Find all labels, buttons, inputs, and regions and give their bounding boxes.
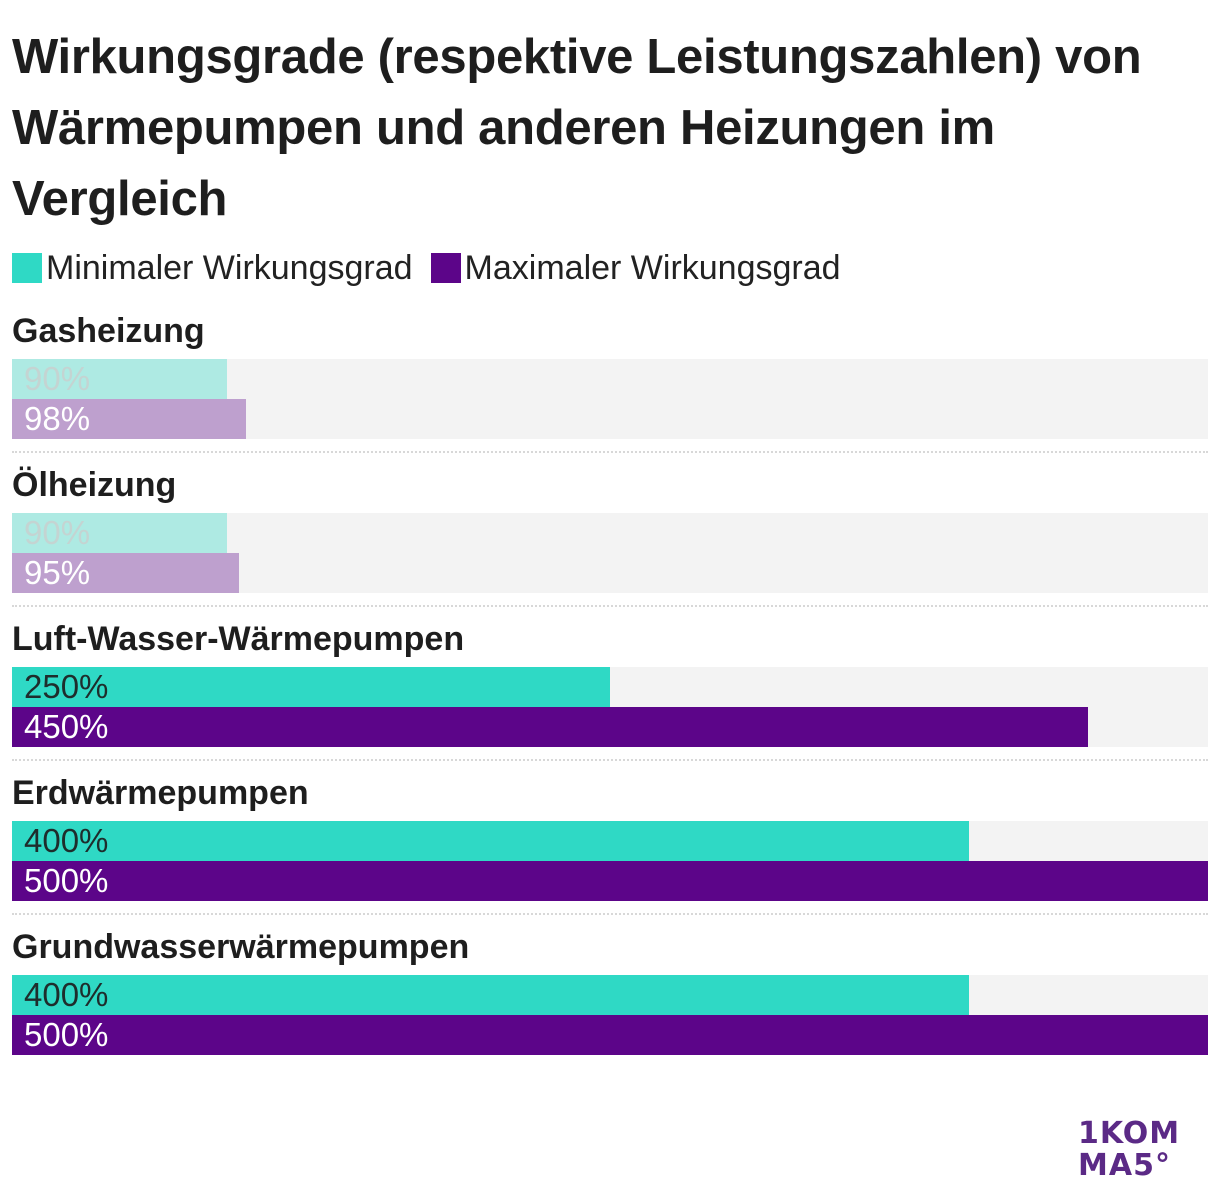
- brand-logo-line2: MA5°: [1078, 1148, 1171, 1183]
- bar-value-label: 500%: [24, 862, 109, 899]
- bar-min: [12, 513, 228, 553]
- bar-value-label: 400%: [24, 976, 109, 1013]
- brand-logo: 1KOM MA5°: [1078, 1118, 1198, 1182]
- bar-max: 500%: [12, 861, 1208, 901]
- category-label: Gasheizung: [12, 312, 205, 350]
- bar-max: [12, 399, 247, 439]
- bar-group: Ölheizung 90% 95%: [12, 463, 1208, 617]
- bar-min: 400%: [12, 975, 969, 1015]
- bar-max: 450%: [12, 707, 1089, 747]
- bar-groups: Gasheizung 90% 98% Ölheizung 90% 95% Luft-Wass…: [12, 309, 1208, 1079]
- group-divider: [12, 759, 1208, 761]
- legend: Minimaler Wirkungsgrad Maximaler Wirkung…: [12, 245, 1208, 291]
- group-divider: [12, 605, 1208, 607]
- bar-value-label: 500%: [24, 1016, 109, 1053]
- group-divider: [12, 451, 1208, 453]
- category-label: Ölheizung: [12, 466, 177, 504]
- bar-track: 400% 500%: [12, 975, 1208, 1055]
- bar-group: Grundwasserwärmepumpen 400% 500%: [12, 925, 1208, 1079]
- bar-value-label: 98%: [24, 400, 91, 437]
- bar-value-label: 250%: [24, 668, 109, 705]
- bar-group: Luft-Wasser-Wärmepumpen 250% 450%: [12, 617, 1208, 771]
- legend-label-max: Maximaler Wirkungsgrad: [464, 248, 841, 287]
- bar-track: 90% 95%: [12, 513, 1208, 593]
- group-divider: [12, 913, 1208, 915]
- legend-swatch-min: [12, 253, 42, 283]
- chart-container: Wirkungsgrade (respektive Leistungszahle…: [12, 0, 1208, 1079]
- bar-min: 250%: [12, 667, 610, 707]
- bar-group: Gasheizung 90% 98%: [12, 309, 1208, 463]
- bar-min: [12, 359, 228, 399]
- bar-value-label: 450%: [24, 708, 109, 745]
- brand-logo-line1: 1KOM: [1078, 1116, 1181, 1151]
- bar-track: 400% 500%: [12, 821, 1208, 901]
- bar-value-label: 400%: [24, 822, 109, 859]
- bar-value-label: 90%: [24, 514, 91, 551]
- legend-label-min: Minimaler Wirkungsgrad: [46, 248, 413, 287]
- bar-value-label: 95%: [24, 554, 91, 591]
- bar-max: [12, 553, 240, 593]
- category-label: Erdwärmepumpen: [12, 774, 309, 812]
- legend-item-min: Minimaler Wirkungsgrad: [12, 249, 413, 288]
- chart-title: Wirkungsgrade (respektive Leistungszahle…: [12, 30, 1142, 226]
- bar-value-label: 90%: [24, 360, 91, 397]
- bar-track: 250% 450%: [12, 667, 1208, 747]
- bar-track: 90% 98%: [12, 359, 1208, 439]
- bar-min: 400%: [12, 821, 969, 861]
- bar-max: 500%: [12, 1015, 1208, 1055]
- legend-item-max: Maximaler Wirkungsgrad: [430, 248, 841, 288]
- legend-swatch-max: [430, 253, 461, 283]
- category-label: Grundwasserwärmepumpen: [12, 928, 470, 966]
- category-label: Luft-Wasser-Wärmepumpen: [12, 620, 465, 658]
- bar-group: Erdwärmepumpen 400% 500%: [12, 771, 1208, 925]
